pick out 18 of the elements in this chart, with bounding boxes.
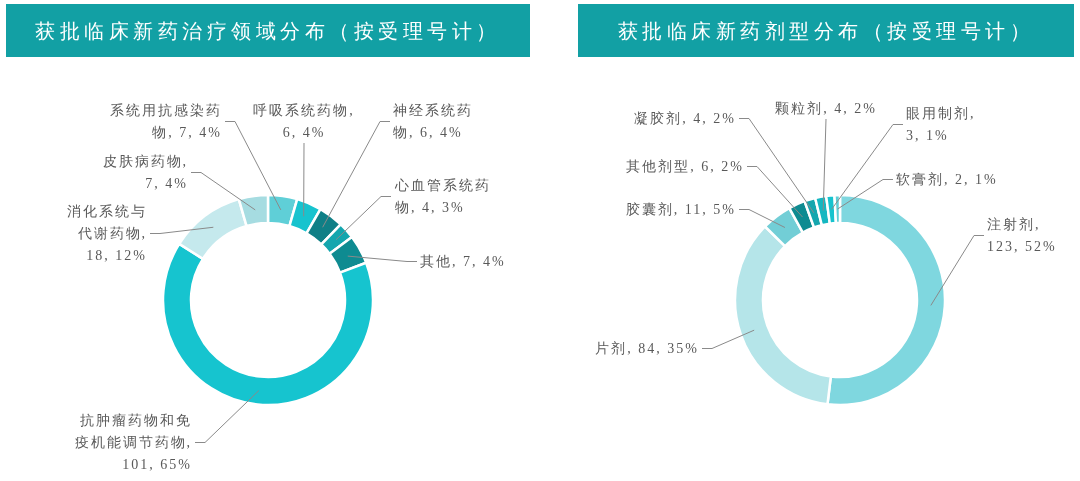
title: 获批临床新药治疗领域分布（按受理号计） [35,20,501,42]
data-label: 片剂, 84, 35% [595,341,699,356]
data-label: 其他剂型, 6, 2% [626,159,744,174]
data-label: 抗肿瘤药物和免疫机能调节药物, 101, 65% [74,413,192,472]
data-label: 其他, 7, 4% [420,254,506,269]
data-label: 软膏剂, 2, 1% [896,172,998,187]
data-label: 系统用抗感染药物, 7, 4% [110,103,222,140]
title: 获批临床新药剂型分布（按受理号计） [617,20,1035,42]
data-label: 皮肤病药物, 7, 4% [102,154,188,191]
data-label: 神经系统药物, 6, 4% [393,103,473,140]
data-label: 颗粒剂, 4, 2% [775,101,877,116]
data-label: 注射剂, 123, 52% [987,217,1057,254]
data-label: 心血管系统药物, 4, 3% [395,178,491,215]
data-label: 凝胶剂, 4, 2% [634,111,736,126]
data-label: 胶囊剂, 11, 5% [625,202,736,217]
data-label: 眼用制剂, 3, 1% [906,106,976,143]
data-label: 呼吸系统药物, 6, 4% [253,103,355,140]
data-label: 消化系统与代谢药物, 18, 12% [67,204,147,263]
